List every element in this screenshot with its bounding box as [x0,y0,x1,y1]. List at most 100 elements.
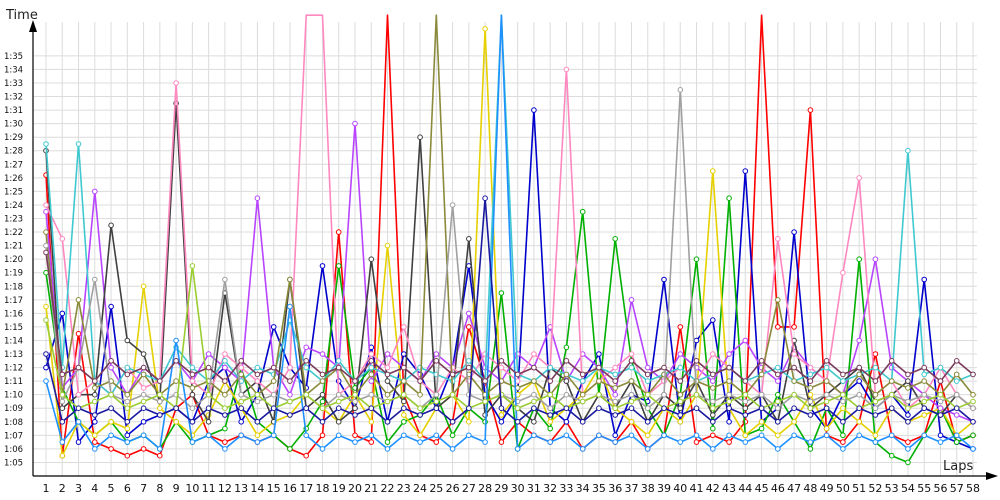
data-point [612,412,619,418]
axes: Time Laps [5,8,998,480]
data-point [482,195,488,201]
x-tick-label: 23 [397,482,411,495]
data-point [840,269,846,276]
data-point [498,405,505,412]
data-point [823,425,830,432]
data-point [222,446,228,452]
series-line [45,14,974,410]
data-point [644,371,651,378]
data-point [384,398,391,405]
x-tick-label: 6 [124,482,131,495]
data-point [661,432,667,439]
data-point [205,432,212,439]
data-point [92,391,98,398]
data-point [693,439,700,445]
data-point [579,391,586,398]
data-point [856,256,863,263]
data-point [856,432,863,439]
data-point [368,378,375,384]
x-tick-label: 7 [140,482,147,495]
y-tick-label: 1:29 [4,133,23,143]
data-point [43,141,49,147]
series-line [45,89,974,410]
data-point [970,371,976,378]
data-point [596,378,602,384]
data-point [514,419,521,425]
y-tick-label: 1:07 [4,431,23,441]
data-point [758,358,765,364]
data-point [92,385,98,391]
data-point [401,351,407,357]
data-point [807,378,814,384]
data-point [840,419,846,425]
data-point [628,432,635,439]
data-point [807,391,814,398]
data-point [661,391,667,398]
x-tick-label: 16 [283,482,297,495]
data-point [807,371,814,378]
x-tick-label: 22 [381,482,395,495]
data-point [482,26,488,32]
x-tick-label: 20 [348,482,362,495]
data-point [140,351,147,357]
data-point [710,398,716,405]
data-point [368,351,375,357]
data-point [482,398,488,405]
data-point [205,419,212,425]
data-point [726,391,732,398]
data-point [547,419,554,425]
data-point [807,446,814,452]
data-point [498,412,505,418]
x-tick-label: 12 [218,482,232,495]
data-point [124,337,131,344]
series-14 [43,249,976,384]
data-point [222,425,228,432]
data-point [319,405,326,412]
data-point [775,364,781,371]
data-point [384,371,391,378]
data-point [222,439,228,445]
data-point [287,378,293,384]
data-point [384,419,391,425]
data-point [726,351,732,357]
data-point [547,378,554,384]
data-point [742,378,749,384]
x-tick-label: 58 [966,482,980,495]
data-point [482,439,488,445]
x-tick-label: 24 [413,482,427,495]
y-tick-label: 1:20 [4,255,23,265]
data-point [677,391,684,398]
y-tick-label: 1:27 [4,160,23,170]
x-tick-label: 46 [771,482,785,495]
data-point [612,398,619,405]
data-point [303,432,310,439]
data-point [937,391,944,398]
data-point [791,419,797,425]
x-axis-title: Laps [943,459,973,474]
data-point [758,371,765,378]
data-point [157,405,163,412]
data-point [254,432,261,439]
data-point [140,405,147,412]
data-point [43,208,49,215]
x-tick-label: 14 [250,482,264,495]
data-point [254,391,261,398]
data-point [921,412,928,418]
data-point [840,391,846,398]
x-tick-label: 1 [43,482,50,495]
data-point [856,364,863,371]
data-point [888,378,895,384]
data-point [75,364,82,371]
data-point [921,364,928,371]
data-point [43,303,49,310]
data-point [319,398,326,405]
data-point [547,391,554,398]
data-point [335,391,342,398]
data-point [661,276,667,283]
data-point [189,263,196,269]
data-point [547,439,554,445]
data-point [579,371,586,378]
y-tick-label: 1:08 [4,418,23,428]
data-point [140,364,147,371]
data-point [303,364,310,371]
